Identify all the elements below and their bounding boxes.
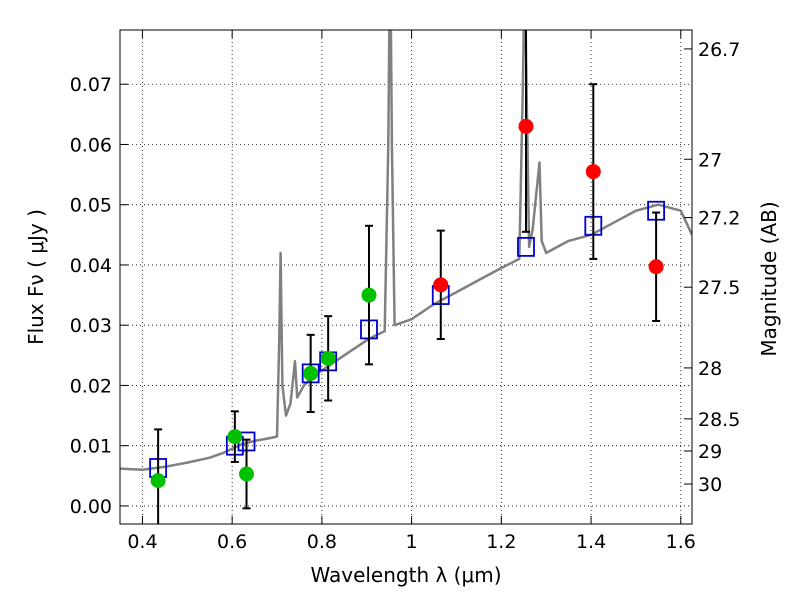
x-tick-label: 1.6 [666, 531, 696, 553]
x-axis-label: Wavelength λ (μm) [310, 563, 501, 587]
y-tick-label: 0.07 [70, 74, 112, 96]
right-tick-label: 28 [698, 358, 722, 380]
right-tick-label: 27.5 [698, 277, 740, 299]
observed-optical-point [150, 473, 166, 489]
y-tick-label: 0.01 [70, 436, 112, 458]
x-tick-label: 1.4 [576, 531, 606, 553]
marker-layer [149, 30, 666, 524]
x-tick-label: 0.8 [307, 531, 337, 553]
right-tick-label: 27 [698, 149, 722, 171]
right-tick-label: 26.7 [698, 39, 740, 61]
observed-nir-point [433, 277, 449, 293]
right-tick-label: 29 [698, 441, 722, 463]
observed-optical-point [320, 350, 336, 366]
x-tick-label: 1 [406, 531, 418, 553]
plot-frame [119, 29, 693, 525]
y-tick-label: 0.05 [70, 195, 112, 217]
y-tick-label: 0.04 [70, 255, 112, 277]
x-tick-label: 1.2 [486, 531, 516, 553]
x-tick-label: 0.4 [127, 531, 157, 553]
observed-nir-point [585, 164, 601, 180]
grid-layer [120, 30, 692, 524]
y-axis-label: Flux Fν ( μJy ) [24, 209, 48, 345]
observed-optical-point [303, 365, 319, 381]
spectrum-layer [120, 30, 692, 472]
right-tick-label: 27.2 [698, 208, 740, 230]
observed-nir-point [648, 259, 664, 275]
observed-optical-point [227, 429, 243, 445]
right-axis-label: Magnitude (AB) [757, 201, 781, 356]
tick-layer: 0.4 0.6 0.8 1 1.2 1.4 1.6 0.00 0.01 0.02 0.03 0.04 0… [70, 30, 740, 553]
observed-optical-point [361, 287, 377, 303]
right-tick-label: 28.5 [698, 409, 740, 431]
model-spectrum-line [120, 30, 692, 472]
x-tick-label: 0.6 [217, 531, 247, 553]
y-tick-label: 0.00 [70, 496, 112, 518]
right-tick-label: 30 [698, 474, 722, 496]
model-photometry-square [517, 236, 535, 257]
y-tick-label: 0.06 [70, 134, 112, 156]
observed-optical-point [239, 466, 255, 482]
y-tick-label: 0.03 [70, 315, 112, 337]
observed-nir-point [518, 118, 534, 134]
y-tick-label: 0.02 [70, 375, 112, 397]
